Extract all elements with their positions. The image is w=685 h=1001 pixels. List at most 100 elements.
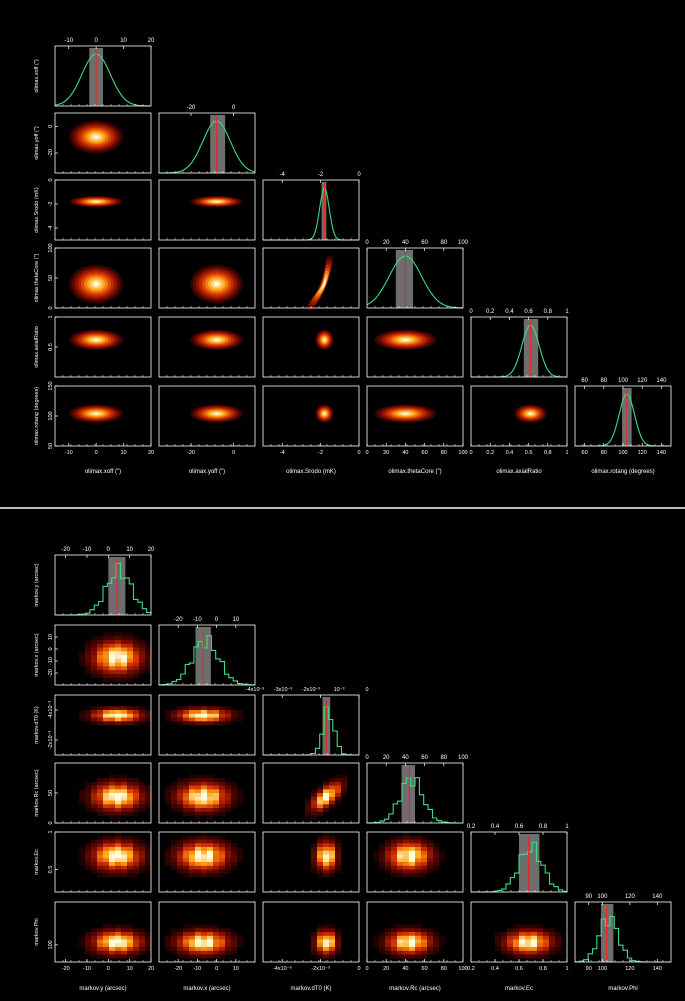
density-bin xyxy=(109,843,116,848)
density-bin xyxy=(195,811,202,816)
density-bin xyxy=(183,858,190,863)
density-bin xyxy=(397,865,404,870)
top-tick-label: 100 xyxy=(597,894,608,900)
density-bin xyxy=(91,939,98,944)
density-bin xyxy=(231,935,238,940)
density-bin xyxy=(311,854,318,859)
density-bin xyxy=(177,939,184,944)
density-bin xyxy=(397,850,404,855)
density-bin xyxy=(329,935,336,940)
density-bin xyxy=(409,862,416,866)
density-bin xyxy=(397,847,404,851)
density-bin xyxy=(513,954,520,959)
density-bin xyxy=(183,935,190,940)
density-bin xyxy=(91,643,98,648)
density-bin xyxy=(421,850,428,855)
density-bin xyxy=(201,839,208,844)
density-bin xyxy=(201,865,208,870)
density-bin xyxy=(225,947,232,951)
density-bin xyxy=(133,811,140,816)
density-bin xyxy=(177,781,184,786)
density-bin xyxy=(97,658,104,663)
density-bin xyxy=(219,865,226,870)
density-bin xyxy=(109,865,116,870)
density-bin xyxy=(97,865,104,870)
density-bin xyxy=(213,950,220,955)
density-bin xyxy=(97,932,104,936)
density-bin xyxy=(219,804,226,809)
density-bin xyxy=(195,713,202,718)
density-bin xyxy=(133,843,140,848)
density-bin xyxy=(183,781,190,786)
density-bin xyxy=(127,865,134,870)
density-bin xyxy=(97,839,104,844)
density-bin xyxy=(513,928,520,933)
density-bin xyxy=(85,640,92,644)
density-bin xyxy=(421,873,428,878)
density-bin xyxy=(525,947,532,951)
density-bin xyxy=(195,928,202,933)
density-bin xyxy=(139,666,146,671)
density-bin xyxy=(103,808,110,812)
density-bin xyxy=(231,785,238,790)
density-bin xyxy=(91,662,98,667)
density-bin xyxy=(427,932,434,936)
density-bin xyxy=(403,954,410,959)
density-bin xyxy=(109,858,116,863)
density-bin xyxy=(317,862,324,866)
density-bin xyxy=(335,947,342,951)
density-bin xyxy=(145,655,152,659)
density-bin xyxy=(397,843,404,848)
density-bin xyxy=(103,932,110,936)
density-bin xyxy=(415,947,422,951)
density-bin xyxy=(513,943,520,948)
density-bin xyxy=(311,947,318,951)
bottom-tick-label: 140 xyxy=(653,966,662,972)
density-bin xyxy=(329,865,336,870)
density-bin xyxy=(145,713,152,718)
density-bin xyxy=(189,835,196,840)
density-bin xyxy=(91,710,98,714)
density-bin xyxy=(115,713,122,718)
density-bin xyxy=(139,647,146,652)
density-bin xyxy=(133,858,140,863)
density-bin xyxy=(513,950,520,955)
density-bin xyxy=(403,865,410,870)
density-bin xyxy=(183,796,190,801)
density-bin xyxy=(213,865,220,870)
density-bin xyxy=(231,950,238,955)
density-bin xyxy=(115,778,122,782)
left-tick-label: 0 xyxy=(48,821,54,824)
density-bin xyxy=(115,710,122,714)
density-bin xyxy=(195,850,202,855)
density-bin xyxy=(213,804,220,809)
density-bin xyxy=(385,839,392,844)
density-bin xyxy=(115,808,122,812)
density-bin xyxy=(403,847,410,851)
density-bin xyxy=(189,721,196,726)
density-bin xyxy=(189,869,196,874)
density-bin xyxy=(525,924,532,929)
histogram-3 xyxy=(262,179,360,241)
density-bin xyxy=(189,793,196,797)
left-tick-label: 150 xyxy=(48,381,54,390)
density-bin xyxy=(207,710,214,714)
density-bin xyxy=(103,647,110,652)
density-bin xyxy=(225,808,232,812)
density-bin xyxy=(127,869,134,874)
density-bin xyxy=(133,796,140,801)
density-bin xyxy=(335,939,342,944)
density-bin xyxy=(409,873,416,878)
density-bin xyxy=(335,796,342,801)
density-bin xyxy=(171,717,178,722)
top-tick-label: 120 xyxy=(637,378,648,384)
histogram-3 xyxy=(262,694,360,756)
density-bin xyxy=(189,808,196,812)
density-bin xyxy=(121,854,128,859)
density-bin xyxy=(385,950,392,955)
density-bin xyxy=(213,939,220,944)
density-bin xyxy=(79,854,86,859)
density-bin xyxy=(513,939,520,944)
density-bin xyxy=(549,950,556,955)
